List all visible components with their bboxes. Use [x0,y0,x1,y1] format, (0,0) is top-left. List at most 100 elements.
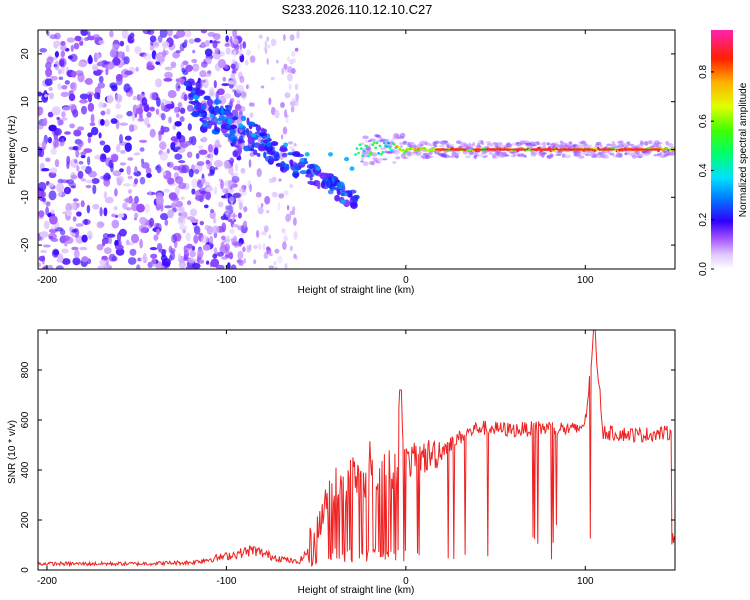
heatmap-cell [208,235,214,245]
heatmap-cell [189,208,198,217]
heatmap-cell [225,105,232,112]
heatmap-cell [217,58,227,69]
heatmap-cell [170,141,176,151]
x-tick-label: -200 [37,576,57,587]
x-tick-label: 100 [577,275,594,286]
heatmap-cell [359,147,363,150]
heatmap-cell [132,95,138,101]
heatmap-cell [583,143,589,146]
heatmap-cell [68,182,77,187]
heatmap-cell [204,48,213,57]
heatmap-cell [38,106,44,116]
heatmap-cell [185,232,191,242]
heatmap-cell [508,143,513,147]
heatmap-cell [50,225,58,230]
heatmap-cell [289,245,293,252]
heatmap-cell [149,106,155,112]
heatmap-cell [168,245,173,254]
heatmap-cell [191,58,198,64]
heatmap-cell [221,235,226,240]
heatmap-cell [88,170,97,178]
heatmap-cell [362,135,369,140]
heatmap-cell [580,140,586,145]
heatmap-cell [289,210,296,216]
heatmap-cell [124,197,134,204]
heatmap-cell [198,145,204,150]
heatmap-cell [164,205,173,209]
heatmap-cell [165,128,169,132]
heatmap-cell [170,61,177,69]
heatmap-cell [283,190,289,196]
heatmap-cell [105,67,109,76]
snr-frame [37,329,676,571]
heatmap-cell [87,93,93,103]
heatmap-cell [263,47,267,52]
heatmap-cell [224,42,230,47]
heatmap-cell [227,179,234,188]
heatmap-cell [130,233,140,244]
heatmap-cell [96,243,104,251]
heatmap-cell [220,179,224,190]
heatmap-cell [163,188,170,193]
heatmap-cell [263,251,269,260]
heatmap-cell [178,224,188,231]
heatmap-cell [156,164,162,174]
heatmap-cell [493,141,498,145]
heatmap-cell [115,175,125,184]
heatmap-cell [79,99,88,104]
heatmap-cell [230,73,236,80]
heatmap-cell [173,106,179,114]
heatmap-cell [140,158,145,164]
heatmap-cell [604,154,610,160]
heatmap-cell [48,182,54,188]
heatmap-cell [255,192,262,198]
heatmap-cell [57,83,62,90]
heatmap-cell [178,215,184,223]
heatmap-cell [599,144,603,147]
heatmap-cell [60,50,66,58]
heatmap-cell [229,124,238,130]
heatmap-cell [172,124,177,130]
heatmap-cell [240,167,246,174]
heatmap-cell [393,143,396,146]
heatmap-cell [258,132,267,137]
heatmap-cell [196,161,205,166]
heatmap-cell [637,156,642,159]
heatmap-cell [227,213,231,221]
heatmap-cell [268,234,271,240]
heatmap-cell [288,83,292,90]
heatmap-cell [50,238,59,242]
heatmap-cell [244,59,249,66]
heatmap-cell [73,249,80,259]
heatmap-cell [238,259,244,266]
heatmap-cell [238,135,244,143]
heatmap-cell [47,111,54,118]
heatmap-marks [38,30,675,269]
heatmap-cell [232,150,238,158]
heatmap-cell [374,146,378,150]
colorbar-gradient [711,30,733,269]
heatmap-cell [395,156,401,160]
heatmap-cell [217,201,224,208]
heatmap-cell [148,190,152,196]
heatmap-cell [167,30,173,37]
heatmap-cell [66,37,76,43]
heatmap-cell [228,83,234,89]
heatmap-cell [235,62,241,70]
heatmap-cell [378,144,382,148]
heatmap-cell [188,93,194,101]
heatmap-cell [328,152,333,157]
heatmap-cell [192,63,200,72]
y-tick-label: 600 [20,411,31,428]
heatmap-cell [154,78,163,88]
heatmap-cell [433,140,441,144]
heatmap-cell [521,153,525,157]
heatmap-cell [239,75,245,84]
heatmap-cell [541,141,547,147]
heatmap-cell [248,102,255,107]
heatmap-cell [72,257,81,266]
heatmap-cell [388,146,392,150]
heatmap-cell [428,155,434,159]
heatmap-cell [46,264,54,269]
heatmap-cell [103,191,108,199]
